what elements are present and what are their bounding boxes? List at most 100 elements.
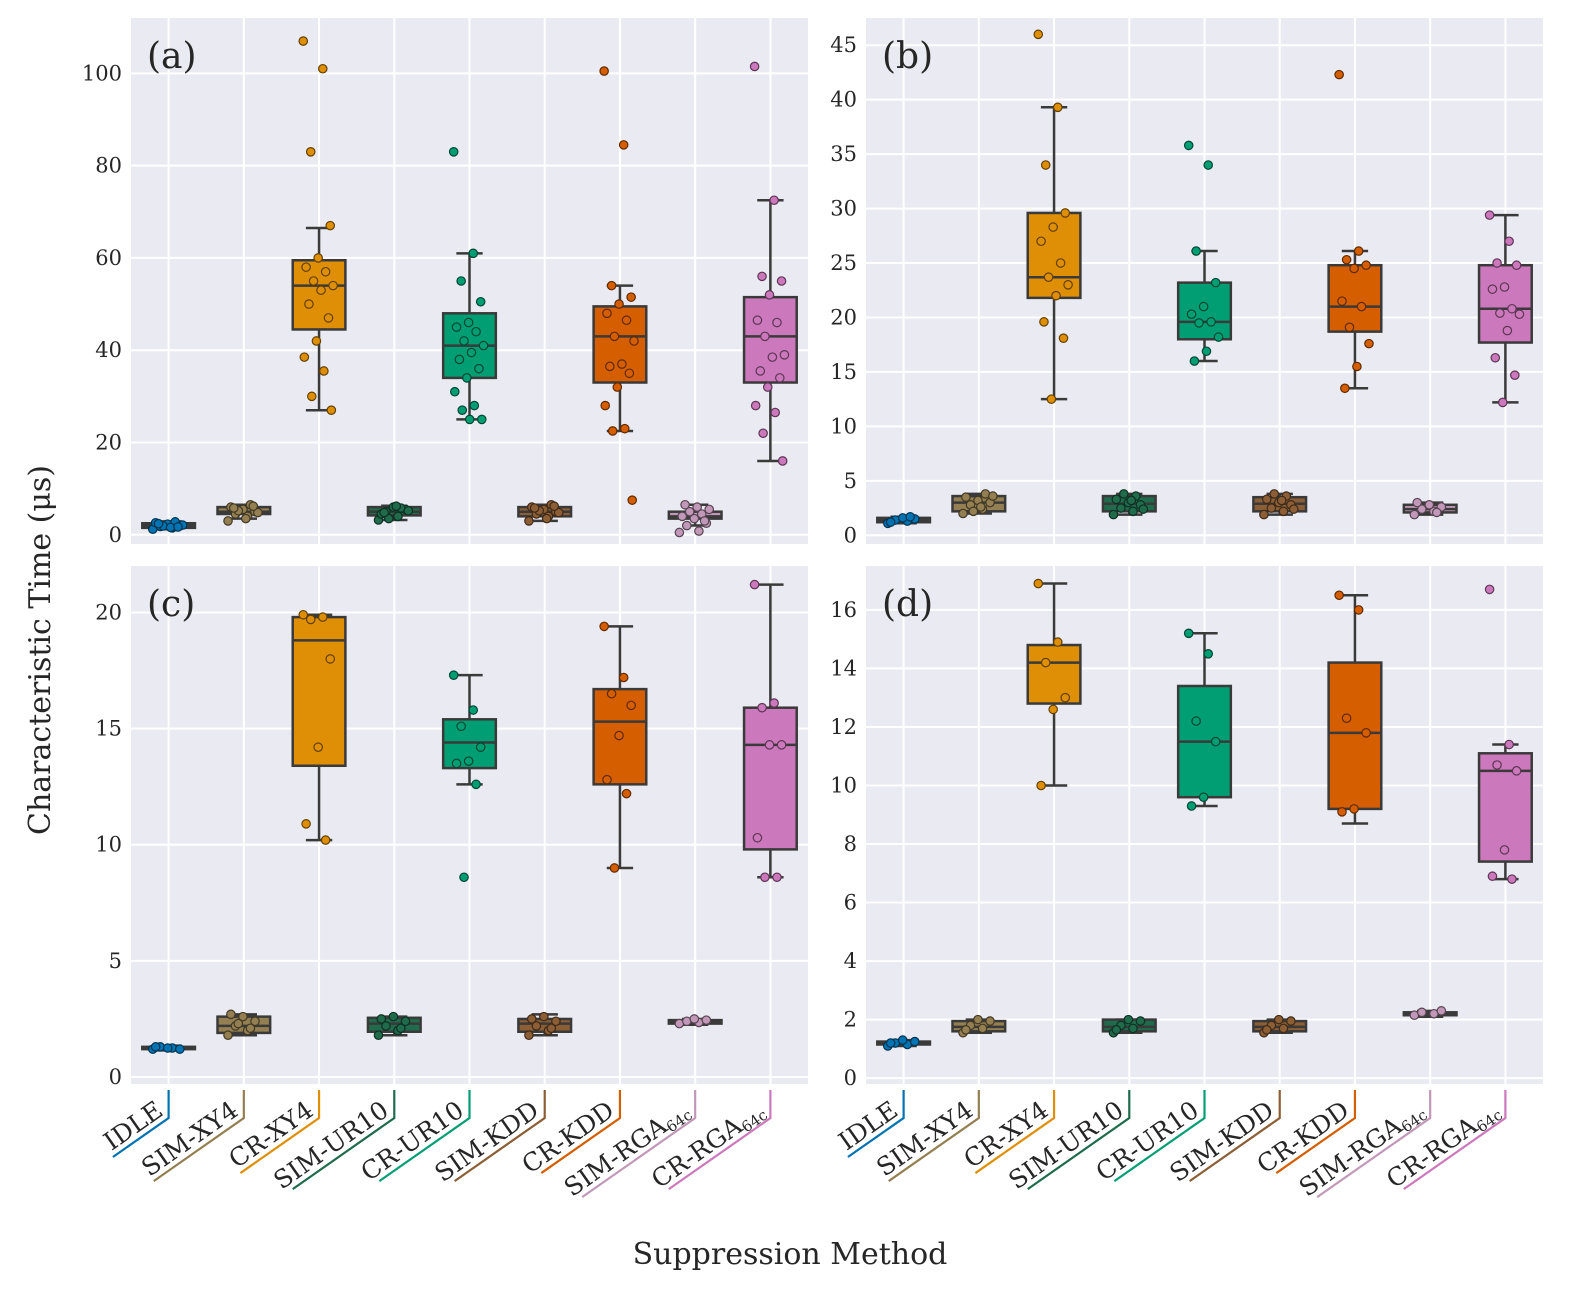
- data-point: [1111, 494, 1122, 505]
- y-tick-label: 20: [95, 430, 122, 454]
- data-point: [1341, 254, 1352, 265]
- y-tick-label: 0: [844, 1066, 857, 1090]
- box-cr-rga: [742, 199, 798, 463]
- data-point: [1055, 258, 1066, 268]
- data-point: [223, 1030, 233, 1041]
- panel-3: 0 5 10 15 20 (c): [95, 566, 808, 1089]
- tick-leader: [1027, 1090, 1131, 1191]
- y-tick-label: 15: [830, 360, 857, 384]
- data-point: [1495, 308, 1505, 318]
- data-point: [1499, 845, 1510, 855]
- data-point: [308, 276, 319, 286]
- data-point: [317, 63, 328, 74]
- data-point: [223, 516, 233, 526]
- data-point: [323, 313, 334, 323]
- data-point: [1511, 766, 1522, 776]
- data-point: [1123, 1014, 1134, 1025]
- data-point: [553, 507, 564, 518]
- data-point: [459, 872, 469, 883]
- data-point: [471, 326, 481, 337]
- data-point: [1409, 509, 1420, 520]
- data-point: [228, 503, 239, 513]
- data-point: [454, 354, 465, 365]
- y-tick-label: 5: [844, 469, 857, 493]
- category-label: CR-RGA64c: [1381, 1095, 1506, 1195]
- data-point: [373, 1030, 384, 1041]
- data-point: [600, 400, 611, 411]
- data-point: [1039, 317, 1049, 327]
- data-point: [1266, 503, 1277, 513]
- data-point: [909, 1036, 920, 1047]
- data-point: [526, 1014, 537, 1024]
- data-point: [1352, 361, 1362, 372]
- data-point: [1043, 272, 1054, 282]
- data-point: [689, 513, 700, 524]
- data-point: [469, 400, 480, 411]
- data-point: [602, 308, 612, 319]
- data-point: [1436, 1006, 1447, 1016]
- data-point: [173, 522, 183, 532]
- data-point: [1334, 69, 1344, 80]
- data-point: [1412, 497, 1423, 508]
- data-point: [393, 511, 403, 522]
- panel-4: 0 2 4 6 8 10 12 14 16 (d): [830, 566, 1543, 1090]
- data-point: [451, 758, 462, 769]
- data-point: [1048, 222, 1058, 232]
- tick-leader: [1113, 1090, 1206, 1182]
- data-point: [464, 414, 475, 425]
- data-point: [1126, 495, 1137, 506]
- data-point: [1484, 210, 1495, 220]
- y-tick-label: 12: [830, 715, 857, 739]
- box-cr-kdd: [1327, 594, 1383, 825]
- data-point: [684, 506, 695, 517]
- data-point: [1431, 507, 1442, 518]
- y-tick-label: 10: [830, 414, 857, 438]
- data-point: [770, 407, 781, 418]
- data-point: [606, 280, 617, 291]
- data-point: [885, 517, 896, 528]
- data-point: [776, 740, 787, 750]
- y-tick-label: 0: [844, 523, 857, 547]
- data-point: [617, 359, 627, 369]
- data-point: [1337, 807, 1347, 817]
- data-point: [400, 1016, 411, 1027]
- data-point: [328, 280, 338, 291]
- data-point: [1353, 605, 1364, 615]
- tick-leader: [1403, 1090, 1507, 1191]
- data-point: [1276, 495, 1287, 506]
- data-point: [305, 614, 316, 625]
- data-point: [961, 492, 971, 502]
- data-point: [1337, 296, 1347, 306]
- data-point: [1356, 301, 1367, 312]
- data-point: [299, 352, 310, 362]
- data-point: [1286, 1016, 1296, 1026]
- data-point: [403, 505, 414, 516]
- data-point: [1492, 258, 1502, 268]
- data-point: [456, 276, 466, 286]
- data-point: [760, 331, 770, 342]
- y-tick-label: 6: [844, 891, 857, 915]
- data-point: [468, 248, 479, 259]
- tick-leader: [1275, 1090, 1357, 1174]
- data-point: [475, 296, 486, 307]
- data-point: [313, 253, 323, 263]
- data-point: [1261, 1025, 1272, 1035]
- data-point: [313, 742, 323, 752]
- data-point: [1278, 506, 1289, 517]
- data-point: [692, 502, 702, 512]
- data-point: [1116, 503, 1126, 513]
- y-tick-label: 100: [82, 61, 122, 85]
- data-point: [701, 1015, 712, 1025]
- data-point: [749, 579, 760, 590]
- data-point: [1189, 356, 1200, 366]
- data-point: [549, 501, 559, 511]
- data-point: [599, 621, 609, 632]
- data-point: [1417, 504, 1427, 514]
- data-point: [775, 373, 785, 383]
- data-point: [1507, 303, 1517, 314]
- data-point: [1060, 692, 1071, 703]
- data-point: [618, 140, 629, 150]
- data-point: [614, 299, 624, 309]
- data-point: [973, 1014, 983, 1025]
